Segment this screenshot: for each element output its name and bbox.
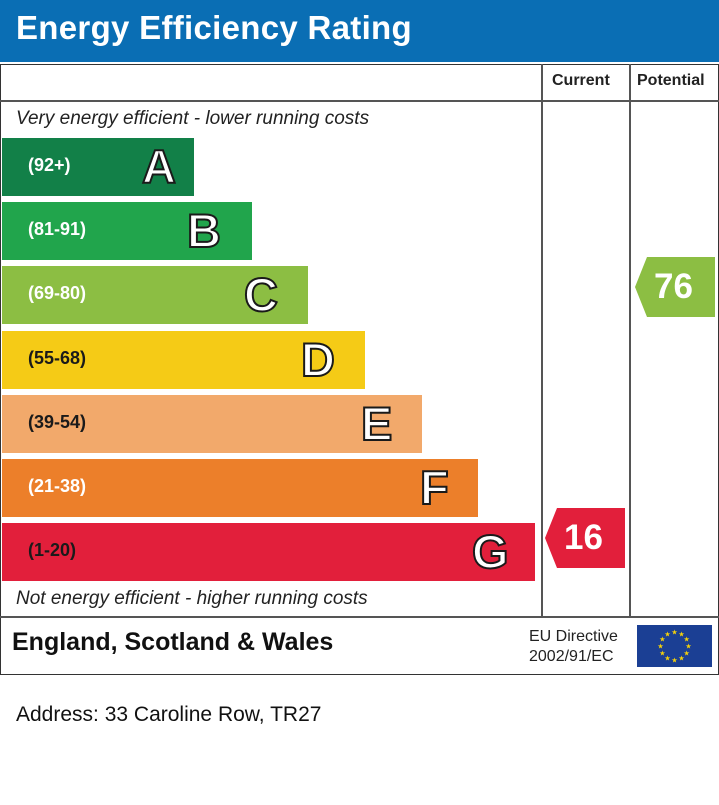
band-range-label: (55-68) xyxy=(28,348,87,368)
band-letter: F xyxy=(419,460,450,515)
current-column-header: Current xyxy=(552,72,610,89)
potential-column-divider xyxy=(629,64,631,617)
band-range-label: (1-20) xyxy=(28,540,77,560)
eu-stars: ★★★★★★★★★ ★ ★★ xyxy=(657,629,691,665)
top-note: Very energy efficient - lower running co… xyxy=(16,108,370,129)
band-range-label: (81-91) xyxy=(28,219,87,239)
eu-star-icon: ★ xyxy=(685,643,691,651)
current-column-divider xyxy=(541,64,543,617)
band-letter: C xyxy=(243,267,279,322)
eu-star-icon: ★ xyxy=(678,630,684,638)
band-f: (21-38) F xyxy=(2,459,478,517)
current-rating-value: 16 xyxy=(564,518,603,557)
band-letter: E xyxy=(360,396,393,451)
eu-star-icon: ★ xyxy=(659,636,665,644)
directive-line-1: EU Directive xyxy=(529,628,618,645)
band-b: (81-91) B xyxy=(2,202,252,260)
band-letter: G xyxy=(471,524,510,579)
band-range-label: (69-80) xyxy=(28,283,87,303)
current-rating-arrow: 16 xyxy=(545,508,625,568)
eu-star-icon: ★ xyxy=(659,650,665,658)
eu-star-icon: ★ xyxy=(683,650,689,658)
eu-star-icon: ★ xyxy=(664,630,670,638)
address-text: Address: 33 Caroline Row, TR27 xyxy=(16,703,322,726)
eu-star-icon: ★ xyxy=(671,657,677,665)
band-letter: A xyxy=(141,139,177,194)
band-a: (92+) A xyxy=(2,138,194,196)
band-range-label: (21-38) xyxy=(28,476,87,496)
band-range-label: (39-54) xyxy=(28,412,87,432)
potential-rating-arrow: 76 xyxy=(635,257,715,317)
band-g: (1-20) G xyxy=(2,523,535,581)
current-arrow-shape xyxy=(545,508,625,568)
eu-flag-icon: ★ ★ ★ ★ ★ ★ ★ ★ ★ ★ ★ ★ xyxy=(637,625,712,667)
chart-title: Energy Efficiency Rating xyxy=(16,9,412,46)
potential-column-header: Potential xyxy=(637,72,705,89)
band-range-label: (92+) xyxy=(28,155,71,175)
eu-star-icon: ★ xyxy=(664,655,670,663)
bottom-note: Not energy efficient - higher running co… xyxy=(16,588,368,609)
title-banner: Energy Efficiency Rating xyxy=(0,0,719,62)
band-e: (39-54) E xyxy=(2,395,422,453)
eu-star-icon: ★ xyxy=(671,629,677,637)
directive-line-2: 2002/91/EC xyxy=(529,648,614,665)
eu-star-icon: ★ xyxy=(683,636,689,644)
eu-star-icon: ★ xyxy=(657,643,663,651)
potential-rating-value: 76 xyxy=(654,267,693,306)
band-letter: D xyxy=(300,332,336,387)
header-divider xyxy=(0,100,719,102)
country-label: England, Scotland & Wales xyxy=(12,628,334,656)
potential-arrow-shape xyxy=(635,257,715,317)
footer-divider xyxy=(0,616,719,618)
band-letter: B xyxy=(186,203,222,258)
band-d: (55-68) D xyxy=(2,331,365,389)
band-c: (69-80) C xyxy=(2,266,308,324)
eu-directive-label: EU Directive 2002/91/EC xyxy=(529,627,618,667)
eu-star-icon: ★ xyxy=(678,655,684,663)
